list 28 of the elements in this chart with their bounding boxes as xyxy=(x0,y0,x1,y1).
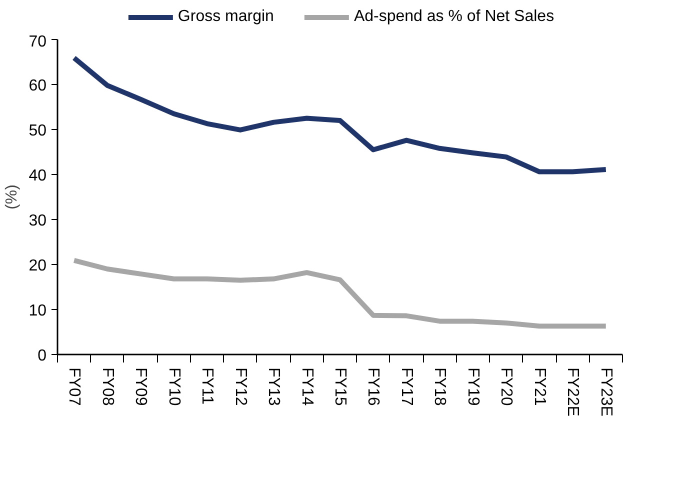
x-tick-label: FY11 xyxy=(198,368,216,405)
x-tick-label: FY20 xyxy=(498,368,515,406)
x-tick-label: FY16 xyxy=(364,368,382,406)
x-tick-label: FY13 xyxy=(265,368,282,406)
y-axis-title: (%) xyxy=(4,184,21,210)
x-tick-label: FY12 xyxy=(232,368,249,406)
y-tick-label: 30 xyxy=(28,212,47,230)
legend-label: Ad-spend as % of Net Sales xyxy=(354,8,554,26)
x-tick-label: FY07 xyxy=(66,368,83,406)
x-tick-label: FY10 xyxy=(165,368,182,406)
y-tick-label: 20 xyxy=(28,258,47,274)
y-tick-label: 60 xyxy=(28,78,47,94)
legend-label: Gross margin xyxy=(178,8,274,26)
y-tick-label: 0 xyxy=(38,348,47,364)
x-tick-label: FY14 xyxy=(298,368,316,406)
x-tick-label: FY09 xyxy=(132,368,150,406)
y-tick-label: 70 xyxy=(28,34,47,50)
x-tick-label: FY23E xyxy=(597,368,614,416)
y-tick-label: 10 xyxy=(28,302,47,320)
y-tick-label: 50 xyxy=(28,122,47,140)
x-tick-label: FY22E xyxy=(564,368,582,416)
x-tick-label: FY17 xyxy=(398,368,415,406)
x-tick-label: FY21 xyxy=(530,368,548,406)
x-tick-label: FY08 xyxy=(98,368,116,406)
x-tick-label: FY18 xyxy=(431,368,448,406)
y-tick-label: 40 xyxy=(28,168,47,184)
x-tick-label: FY19 xyxy=(464,368,482,406)
x-tick-label: FY15 xyxy=(332,368,348,406)
